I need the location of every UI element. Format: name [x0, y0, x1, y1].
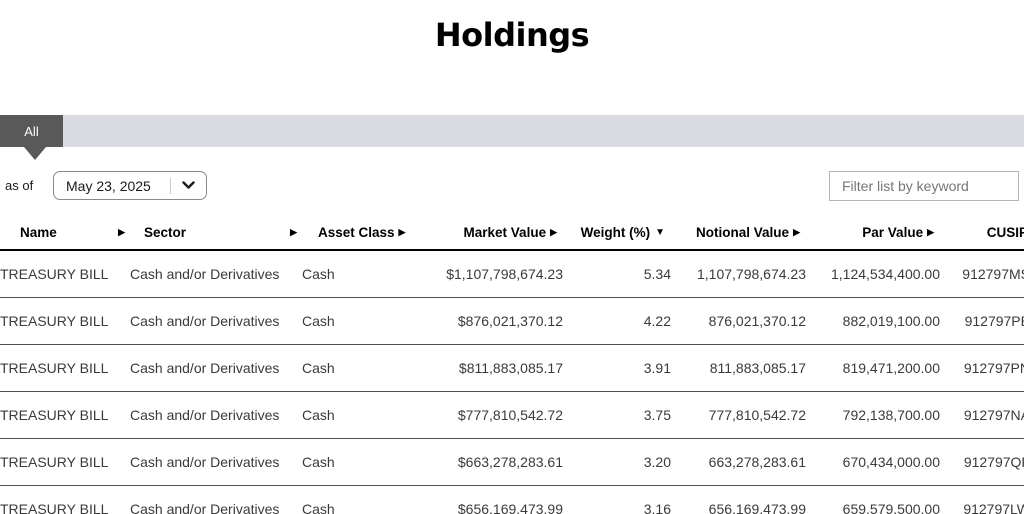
column-header-sector[interactable]: Sector [130, 216, 302, 251]
cell-asset-class: Cash [302, 250, 418, 298]
cell-name: TREASURY BILL [0, 391, 130, 439]
cell-cusip: 912797PN [940, 344, 1024, 392]
column-header-notional-value[interactable]: Notional Value [671, 216, 806, 251]
cell-weight: 5.34 [563, 250, 671, 298]
cell-asset-class: Cash [302, 297, 418, 345]
cell-asset-class: Cash [302, 438, 418, 486]
cell-weight: 3.16 [563, 485, 671, 514]
cell-cusip: 912797QF [940, 438, 1024, 486]
cell-weight: 4.22 [563, 297, 671, 345]
cell-par-value: 819,471,200.00 [806, 344, 940, 392]
cell-cusip: 912797PB [940, 297, 1024, 345]
cell-market-value: $876,021,370.12 [418, 297, 563, 345]
filter-keyword-input[interactable] [829, 171, 1019, 201]
column-header-weight[interactable]: Weight (%) [563, 216, 671, 251]
cell-asset-class: Cash [302, 391, 418, 439]
cell-par-value: 659,579,500.00 [806, 485, 940, 514]
cell-cusip: 912797MS [940, 250, 1024, 298]
as-of-date-dropdown[interactable]: May 23, 2025 [53, 171, 207, 200]
sort-right-triangle-icon [793, 228, 800, 237]
cell-weight: 3.20 [563, 438, 671, 486]
cell-notional-value: 656,169,473.99 [671, 485, 806, 514]
table-row: TREASURY BILL Cash and/or Derivatives Ca… [0, 250, 1024, 298]
sort-right-triangle-icon [550, 228, 557, 237]
as-of-date-value: May 23, 2025 [66, 177, 151, 194]
cell-name: TREASURY BILL [0, 297, 130, 345]
sort-right-triangle-icon [927, 228, 934, 237]
cell-market-value: $656,169,473.99 [418, 485, 563, 514]
cell-par-value: 1,124,534,400.00 [806, 250, 940, 298]
cell-weight: 3.91 [563, 344, 671, 392]
cell-market-value: $811,883,085.17 [418, 344, 563, 392]
cell-name: TREASURY BILL [0, 250, 130, 298]
cell-par-value: 882,019,100.00 [806, 297, 940, 345]
cell-market-value: $777,810,542.72 [418, 391, 563, 439]
cell-notional-value: 1,107,798,674.23 [671, 250, 806, 298]
cell-sector: Cash and/or Derivatives [130, 485, 302, 514]
cell-cusip: 912797NA [940, 391, 1024, 439]
table-row: TREASURY BILL Cash and/or Derivatives Ca… [0, 391, 1024, 439]
column-header-asset-class[interactable]: Asset Class [302, 216, 418, 251]
cell-par-value: 670,434,000.00 [806, 438, 940, 486]
sort-right-triangle-icon [399, 228, 406, 237]
tab-bar: All [0, 115, 1024, 147]
table-row: TREASURY BILL Cash and/or Derivatives Ca… [0, 297, 1024, 345]
table-row: TREASURY BILL Cash and/or Derivatives Ca… [0, 485, 1024, 514]
column-header-market-value[interactable]: Market Value [418, 216, 563, 251]
page-title: Holdings [434, 16, 590, 54]
tab-all[interactable]: All [0, 115, 63, 147]
cell-notional-value: 811,883,085.17 [671, 344, 806, 392]
column-header-name[interactable]: Name [0, 216, 130, 251]
active-tab-pointer [24, 147, 46, 160]
cell-par-value: 792,138,700.00 [806, 391, 940, 439]
cell-sector: Cash and/or Derivatives [130, 438, 302, 486]
column-header-cusip[interactable]: CUSIP [940, 216, 1024, 251]
as-of-label: as of [5, 178, 34, 193]
dropdown-divider [170, 177, 171, 194]
cell-cusip: 912797LW [940, 485, 1024, 514]
chevron-down-icon [171, 181, 206, 190]
cell-weight: 3.75 [563, 391, 671, 439]
cell-notional-value: 777,810,542.72 [671, 391, 806, 439]
cell-market-value: $1,107,798,674.23 [418, 250, 563, 298]
cell-sector: Cash and/or Derivatives [130, 297, 302, 345]
column-header-par-value[interactable]: Par Value [806, 216, 940, 251]
cell-sector: Cash and/or Derivatives [130, 344, 302, 392]
holdings-table: Name Sector Asset Class [0, 216, 1024, 514]
cell-asset-class: Cash [302, 485, 418, 514]
table-header-row: Name Sector Asset Class [0, 216, 1024, 251]
sort-right-triangle-icon [290, 228, 297, 237]
cell-name: TREASURY BILL [0, 485, 130, 514]
cell-sector: Cash and/or Derivatives [130, 250, 302, 298]
cell-notional-value: 663,278,283.61 [671, 438, 806, 486]
cell-name: TREASURY BILL [0, 438, 130, 486]
cell-notional-value: 876,021,370.12 [671, 297, 806, 345]
sort-right-triangle-icon [118, 228, 125, 237]
table-row: TREASURY BILL Cash and/or Derivatives Ca… [0, 438, 1024, 486]
cell-market-value: $663,278,283.61 [418, 438, 563, 486]
cell-sector: Cash and/or Derivatives [130, 391, 302, 439]
cell-asset-class: Cash [302, 344, 418, 392]
table-row: TREASURY BILL Cash and/or Derivatives Ca… [0, 344, 1024, 392]
sort-down-triangle-icon [655, 228, 665, 238]
cell-name: TREASURY BILL [0, 344, 130, 392]
tab-all-label: All [24, 123, 39, 139]
